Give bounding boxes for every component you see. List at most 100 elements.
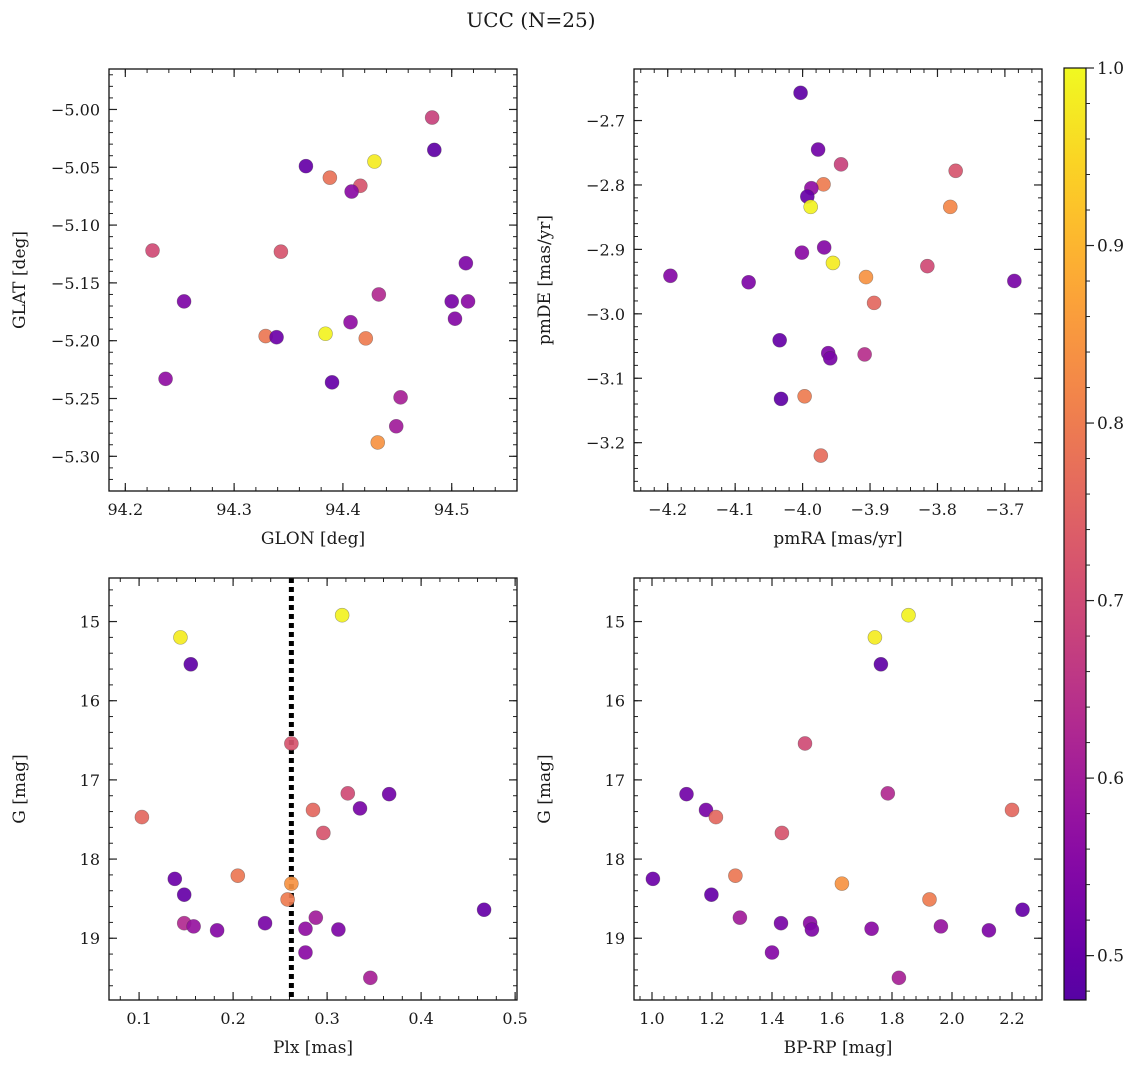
data-point <box>381 786 397 802</box>
x-tick-label: 94.2 <box>108 500 144 519</box>
y-tick-label: −5.05 <box>51 158 100 177</box>
data-point <box>284 736 299 751</box>
panel-4: 1.0 1.2 1.4 1.6 1.8 2.0 2.2 15 16 17 18 19 BP-RP [ma… <box>535 577 1043 1058</box>
x-tick-label: 2.0 <box>939 1009 964 1028</box>
x-tick-label: 1.4 <box>759 1009 784 1028</box>
colorbar-tick-label: 1.0 <box>1097 59 1124 79</box>
x-tick-label: 94.5 <box>434 500 470 519</box>
y-tick-label: −3.1 <box>586 369 625 388</box>
data-point <box>352 801 368 816</box>
data-point <box>324 375 340 390</box>
data-point <box>340 786 356 801</box>
data-point <box>167 871 183 887</box>
y-tick-label: 15 <box>605 613 625 632</box>
y-axis-label: G [mag] <box>10 754 30 823</box>
x-tick-label: 1.2 <box>699 1009 724 1028</box>
data-point <box>922 892 937 907</box>
data-point <box>269 329 284 345</box>
y-tick-label: −5.20 <box>51 332 100 351</box>
data-point <box>797 388 812 404</box>
x-tick-label: 0.2 <box>220 1009 245 1028</box>
data-point <box>933 919 949 934</box>
data-point <box>186 919 201 934</box>
y-tick-label: −5.30 <box>51 447 100 466</box>
x-tick-label: −4.0 <box>783 500 822 519</box>
x-tick-label: −4.1 <box>716 500 755 519</box>
x-tick-label: 94.4 <box>325 500 361 519</box>
x-tick-label: 1.8 <box>879 1009 904 1028</box>
data-point <box>741 274 756 290</box>
colorbar-tick-label: 0.9 <box>1097 237 1124 257</box>
data-point <box>370 435 386 450</box>
y-tick-label: −3.0 <box>586 305 625 324</box>
data-point <box>773 915 789 931</box>
data-point <box>363 970 378 986</box>
x-axis-label: pmRA [mas/yr] <box>773 529 902 549</box>
data-point <box>825 255 841 271</box>
x-tick-label: 0.4 <box>408 1009 433 1028</box>
data-point <box>880 786 896 801</box>
y-axis-label: G [mag] <box>535 754 555 823</box>
colorbar-tick-label: 0.5 <box>1097 947 1124 967</box>
x-axis-label: GLON [deg] <box>261 529 365 549</box>
y-tick-label: 18 <box>605 850 625 869</box>
colorbar-tick-label: 0.8 <box>1097 414 1124 434</box>
data-point <box>173 630 188 645</box>
y-tick-label: 19 <box>605 929 625 948</box>
figure-title: UCC (N=25) <box>466 8 595 32</box>
data-point <box>810 142 826 157</box>
colorbar-gradient <box>1063 67 1087 1001</box>
data-point <box>920 258 935 274</box>
x-tick-label: 0.5 <box>502 1009 527 1028</box>
data-point <box>857 347 872 362</box>
x-tick-label: 94.3 <box>216 500 252 519</box>
x-tick-label: −4.2 <box>648 500 687 519</box>
y-tick-label: 15 <box>80 613 100 632</box>
data-point <box>280 892 295 907</box>
data-point <box>866 295 882 311</box>
data-point <box>318 326 333 342</box>
data-point <box>393 390 408 405</box>
data-point <box>298 921 313 937</box>
data-point <box>704 887 719 902</box>
data-point <box>371 287 387 302</box>
y-tick-label: −3.2 <box>586 434 625 453</box>
data-point <box>460 294 476 309</box>
x-tick-label: 0.1 <box>126 1009 151 1028</box>
panel-3: 0.1 0.2 0.3 0.4 0.5 15 16 17 18 19 Plx [mas] G [mag… <box>10 577 528 1058</box>
data-point <box>679 786 694 802</box>
axes-frame <box>108 68 518 492</box>
axes-frame <box>108 577 518 1001</box>
data-point <box>867 630 883 645</box>
data-point <box>424 110 440 125</box>
axes-frame <box>633 68 1043 492</box>
data-point <box>444 294 460 309</box>
data-point <box>176 294 192 309</box>
data-point <box>698 802 714 818</box>
data-point <box>134 809 150 825</box>
data-point <box>764 945 780 960</box>
data-point <box>273 244 289 259</box>
y-axis-label: pmDE [mas/yr] <box>535 215 555 345</box>
data-point <box>774 825 790 841</box>
data-point <box>1004 802 1020 818</box>
panel-2: −4.2 −4.1 −4.0 −3.9 −3.8 −3.7 −2.7 −2.8 −2.9 −3.0… <box>535 68 1043 549</box>
data-point <box>834 876 850 891</box>
x-axis-label: Plx [mas] <box>273 1038 353 1058</box>
data-point <box>732 910 748 925</box>
data-point <box>367 154 382 169</box>
data-point <box>942 199 958 215</box>
data-point <box>458 255 474 271</box>
data-point <box>343 314 358 330</box>
data-point <box>891 970 907 986</box>
data-point <box>427 142 442 158</box>
data-point <box>298 158 314 174</box>
data-point <box>663 268 678 284</box>
data-point <box>308 910 324 925</box>
data-point <box>358 331 374 346</box>
data-point <box>476 902 492 918</box>
data-point <box>948 163 963 179</box>
data-point <box>158 371 173 387</box>
data-point <box>773 391 789 407</box>
